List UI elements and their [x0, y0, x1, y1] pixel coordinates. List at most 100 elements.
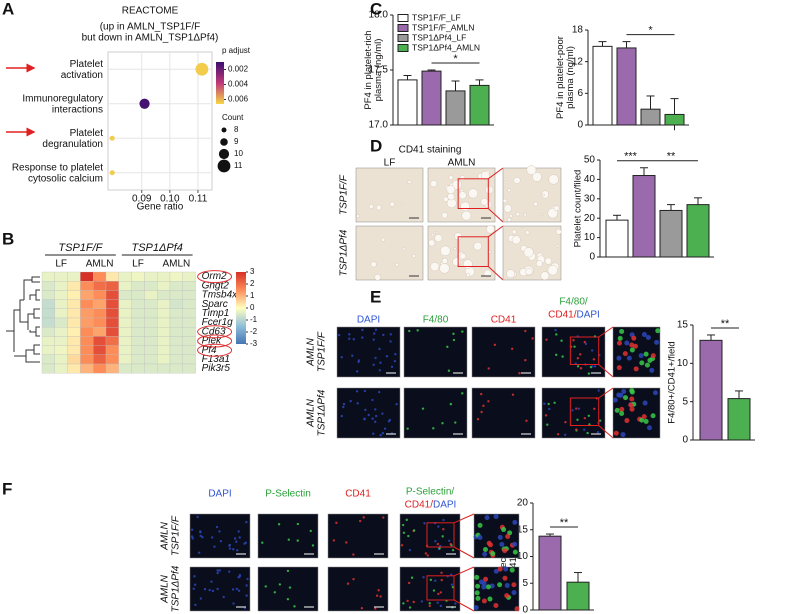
texture — [439, 591, 443, 594]
texture — [192, 587, 195, 590]
texture — [374, 356, 377, 360]
texture — [245, 520, 248, 524]
heat-cell — [80, 308, 94, 319]
gene-label: Cd63 — [202, 326, 226, 337]
y-tick-label: 0 — [522, 605, 528, 614]
texture — [632, 343, 638, 349]
texture — [356, 214, 360, 218]
gene-label: F13a1 — [202, 354, 230, 365]
texture — [576, 357, 580, 360]
texture — [439, 263, 450, 274]
texture — [363, 389, 367, 393]
image-bg — [327, 566, 389, 612]
heat-cell — [93, 363, 107, 374]
texture — [475, 583, 481, 589]
texture — [643, 418, 649, 424]
y-tick-label: 40 — [584, 174, 596, 185]
heat-cell — [169, 336, 183, 346]
texture — [340, 414, 343, 418]
micrograph — [189, 513, 251, 559]
legend-title: p adjust — [222, 46, 251, 55]
texture — [236, 549, 239, 552]
texture — [219, 539, 223, 543]
texture — [293, 605, 296, 608]
texture — [459, 175, 466, 182]
texture — [576, 365, 580, 368]
texture — [555, 353, 558, 357]
heat-cell — [169, 354, 183, 365]
texture — [374, 607, 377, 610]
texture — [555, 333, 558, 336]
texture — [435, 231, 439, 234]
texture — [216, 571, 219, 575]
heat-cell — [131, 345, 145, 355]
gene-label: Pf4 — [202, 345, 217, 356]
texture — [374, 420, 377, 424]
texture — [511, 590, 517, 596]
texture — [199, 531, 202, 534]
colorbar-tick-label: 2 — [250, 279, 255, 288]
texture — [388, 418, 392, 422]
y-axis-label: PF4 in platelet-richplasma (ng/ml) — [362, 30, 383, 109]
column-label: CD41/ — [405, 500, 434, 511]
heat-cell — [118, 271, 132, 282]
texture — [416, 329, 419, 332]
heat-cell — [169, 308, 183, 319]
texture — [357, 360, 360, 364]
heat-cell — [144, 336, 158, 346]
zoom-box — [426, 522, 455, 548]
texture — [389, 201, 395, 207]
column-label: DAPI — [577, 310, 600, 321]
texture — [449, 402, 453, 406]
texture — [210, 580, 213, 583]
image-bg — [189, 513, 251, 559]
texture — [654, 339, 660, 345]
heat-cell — [182, 345, 196, 355]
plot-frame — [107, 51, 213, 191]
texture — [540, 213, 544, 216]
highlight — [197, 334, 233, 348]
texture — [582, 428, 586, 431]
texture — [370, 261, 377, 268]
texture — [440, 571, 443, 574]
heat-cell — [67, 290, 81, 300]
column-label: F4/80 — [423, 315, 449, 326]
micrograph — [355, 167, 424, 223]
texture — [473, 241, 482, 251]
legend-label: TSP1F/F_LF — [412, 12, 461, 22]
heat-cell — [144, 308, 158, 319]
heat-cell — [54, 271, 68, 282]
texture — [480, 198, 489, 206]
subgroup-label: LF — [132, 259, 144, 270]
heat-cell — [80, 317, 94, 328]
texture — [422, 576, 425, 579]
dot — [139, 98, 150, 109]
texture — [454, 602, 457, 605]
texture — [360, 606, 364, 610]
column-label: LF — [384, 158, 396, 169]
micrograph — [355, 225, 424, 281]
texture — [613, 430, 619, 436]
micrograph — [189, 566, 251, 612]
colorbar-tick-label: -1 — [250, 315, 258, 324]
texture — [377, 589, 380, 592]
heat-cell — [80, 345, 94, 355]
texture — [367, 413, 370, 417]
heat-cell — [144, 363, 158, 374]
texture — [501, 527, 507, 533]
bar — [592, 45, 613, 126]
heat-cell — [80, 271, 94, 282]
bar — [640, 108, 661, 126]
heat-cell — [41, 271, 55, 282]
heat-cell — [182, 308, 196, 319]
texture — [451, 548, 455, 552]
texture — [523, 213, 527, 217]
heat-cell — [105, 336, 119, 346]
size-label: 9 — [234, 137, 239, 146]
heat-cell — [182, 363, 196, 374]
texture — [374, 414, 378, 418]
texture — [503, 204, 512, 213]
zoom-image — [502, 225, 562, 281]
texture — [535, 260, 543, 267]
heat-cell — [105, 271, 119, 282]
